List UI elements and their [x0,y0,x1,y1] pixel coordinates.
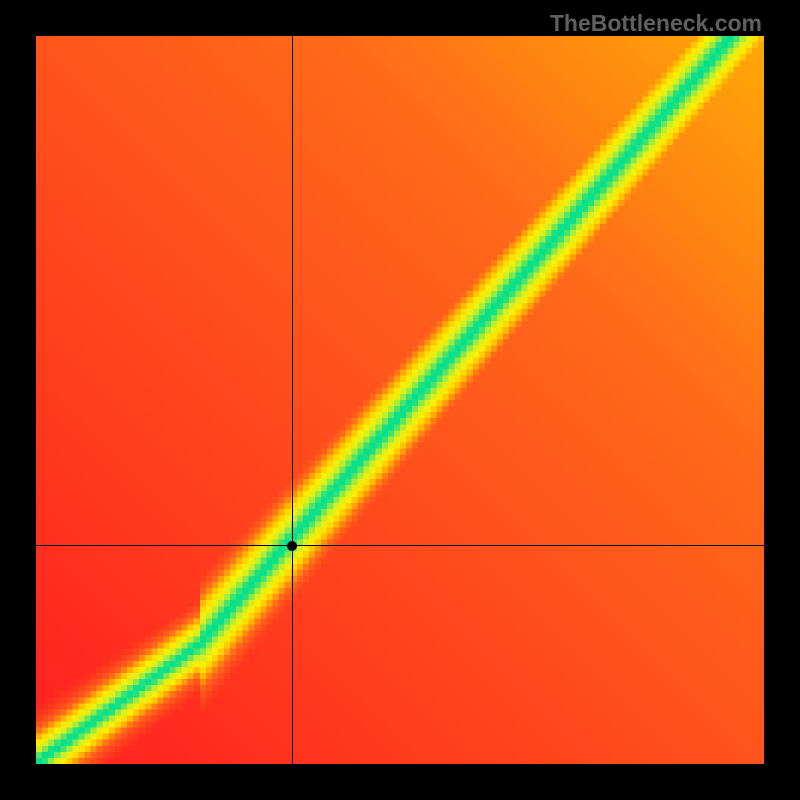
heatmap-canvas [36,36,764,764]
chart-container: TheBottleneck.com [0,0,800,800]
crosshair-vertical [292,36,293,764]
watermark-text: TheBottleneck.com [550,10,762,37]
marker-dot [287,541,297,551]
crosshair-horizontal [36,545,764,546]
